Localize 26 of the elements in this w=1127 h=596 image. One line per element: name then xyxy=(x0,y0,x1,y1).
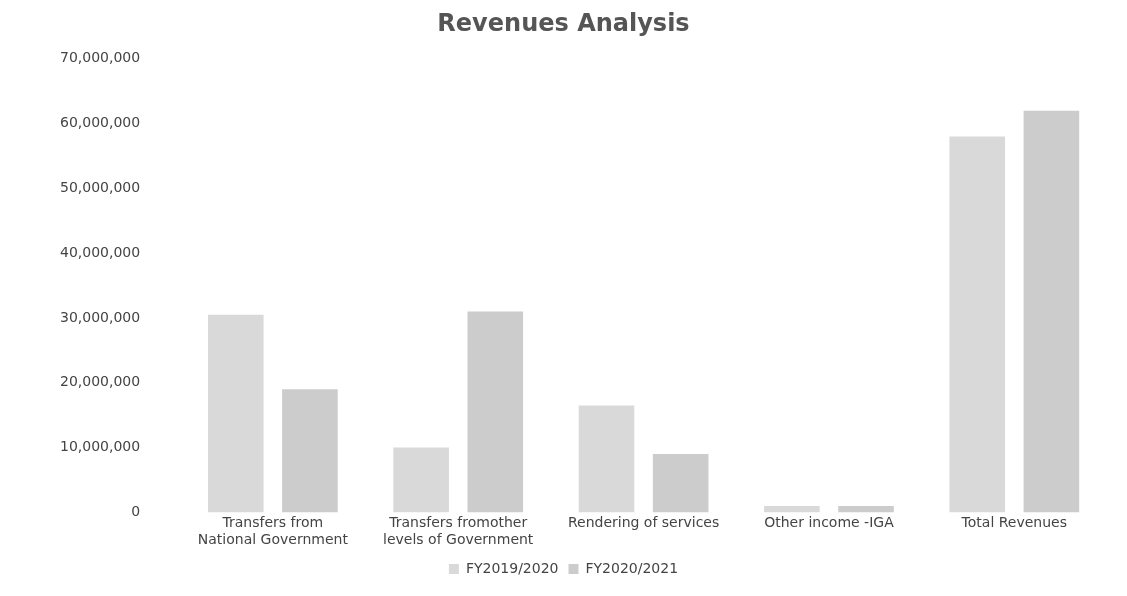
bar xyxy=(207,314,264,513)
bar xyxy=(652,454,709,513)
x-tick-label: Transfers fromother levels of Government xyxy=(383,514,534,548)
bar xyxy=(578,405,635,513)
y-tick-label: 40,000,000 xyxy=(59,243,141,260)
bar xyxy=(282,389,338,513)
bar xyxy=(393,447,449,513)
x-tick-label: Transfers from National Government xyxy=(197,514,349,548)
y-tick-label: 70,000,000 xyxy=(59,49,141,66)
bar xyxy=(1023,110,1080,513)
x-tick-label: Rendering of services xyxy=(567,514,720,531)
y-tick-label: 10,000,000 xyxy=(59,438,141,455)
legend-label: FY2019/2020 xyxy=(465,559,559,576)
x-tick-label: Other income -IGA xyxy=(764,514,895,531)
y-tick-label: 30,000,000 xyxy=(59,308,141,325)
x-tick-label: Total Revenues xyxy=(960,514,1068,531)
y-tick-label: 50,000,000 xyxy=(59,179,141,196)
y-tick-label: 0 xyxy=(131,503,141,520)
y-tick-label: 20,000,000 xyxy=(59,373,141,390)
bar xyxy=(764,505,820,513)
bar xyxy=(838,505,894,513)
chart-title: Revenues Analysis xyxy=(437,8,690,37)
y-tick-label: 60,000,000 xyxy=(59,114,141,131)
legend-label: FY2020/2021 xyxy=(585,559,679,576)
bar xyxy=(467,311,524,513)
bar xyxy=(949,136,1006,513)
